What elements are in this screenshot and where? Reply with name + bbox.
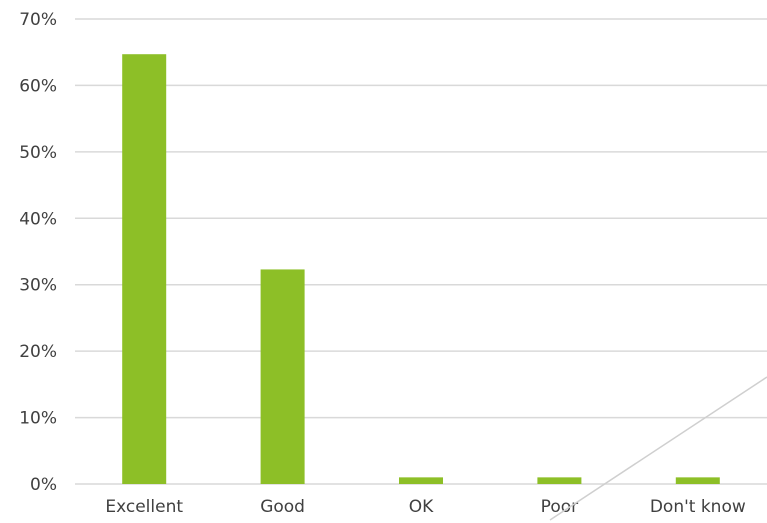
bar-poor [537, 477, 582, 484]
x-tick-label: OK [409, 497, 434, 517]
y-tick-label: 30% [19, 276, 57, 296]
x-tick-label: Good [260, 497, 305, 517]
decorative-diagonal-line [549, 376, 767, 521]
y-tick-label: 50% [19, 143, 57, 163]
x-tick-label: Excellent [105, 497, 183, 517]
y-tick-label: 70% [19, 10, 57, 30]
y-tick-label: 20% [19, 342, 57, 362]
x-tick-label: Don't know [650, 497, 746, 517]
x-tick-label: Poor [541, 497, 578, 517]
y-tick-label: 10% [19, 409, 57, 429]
y-tick-label: 0% [30, 475, 57, 495]
bar-don-t-know [675, 477, 720, 484]
y-axis-ticks: 0% 10% 20% 30% 40% 50% 60% 70% [19, 10, 57, 495]
bars [122, 54, 720, 484]
bar-excellent [122, 54, 167, 484]
bar-good [260, 269, 305, 484]
x-axis-ticks: Excellent Good OK Poor Don't know [105, 497, 745, 517]
y-tick-label: 60% [19, 76, 57, 96]
gridlines [75, 18, 767, 485]
y-tick-label: 40% [19, 209, 57, 229]
bar-ok [399, 477, 443, 484]
